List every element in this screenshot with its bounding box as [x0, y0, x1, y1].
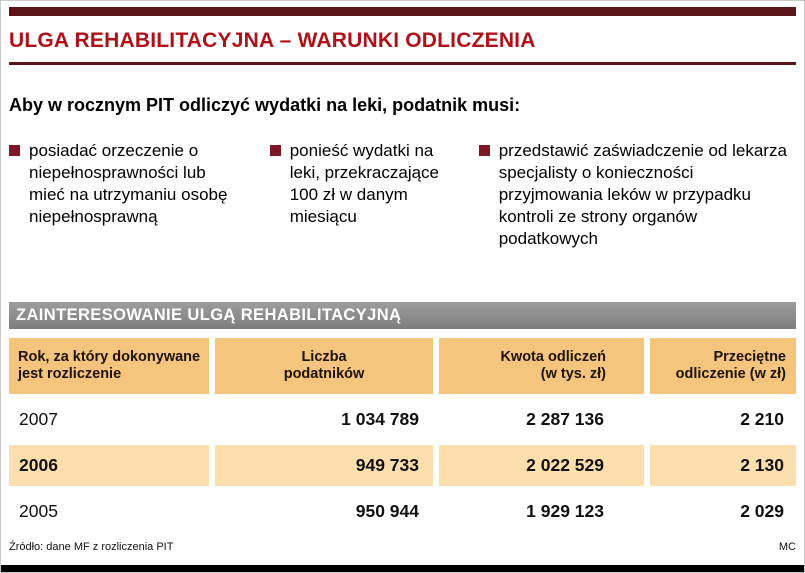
top-accent-bar — [9, 7, 796, 16]
column-header-average-deduction: Przeciętne odliczenie (w zł) — [650, 338, 796, 395]
intro-text: Aby w rocznym PIT odliczyć wydatki na le… — [9, 95, 521, 115]
column-header-year: Rok, za który dokonywane jest rozliczeni… — [9, 338, 209, 395]
taxpayers-cell: 949 733 — [215, 445, 433, 487]
bullet-text: przedstawić zaświadczenie od lekarza spe… — [498, 140, 787, 249]
average-deduction-cell: 2 210 — [650, 399, 796, 441]
bullet-square-icon — [478, 144, 490, 156]
section-header-banner: ZAINTERESOWANIE ULGĄ REHABILITACYJNĄ — [9, 302, 796, 330]
source-note: Źródło: dane MF z rozliczenia PIT — [9, 541, 174, 554]
data-table: Rok, za który dokonywane jest rozliczeni… — [9, 338, 796, 533]
bottom-accent-bar — [1, 565, 804, 572]
column-header-deductions-total: Kwota odliczeń (w tys. zł) — [439, 338, 644, 395]
deductions-total-cell: 1 929 123 — [439, 491, 644, 533]
author-credit: MC — [778, 541, 796, 554]
bullet-square-icon — [9, 144, 20, 156]
bullet-square-icon — [269, 144, 281, 156]
average-deduction-cell: 2 029 — [650, 491, 796, 533]
year-cell: 2005 — [9, 491, 209, 533]
title-rule — [9, 62, 796, 65]
year-cell: 2007 — [9, 399, 209, 441]
deductions-total-cell: 2 287 136 — [439, 399, 644, 441]
section-title: ZAINTERESOWANIE ULGĄ REHABILITACYJNĄ — [16, 306, 402, 325]
bullet-item: ponieść wydatki na leki, przekraczające … — [269, 140, 455, 250]
year-cell: 2006 — [9, 445, 209, 487]
bullet-text: posiadać orzeczenie o niepełnosprawności… — [29, 140, 228, 226]
column-header-taxpayers: Liczba podatników — [215, 338, 433, 395]
bullet-item: posiadać orzeczenie o niepełnosprawności… — [9, 140, 246, 250]
footer: Źródło: dane MF z rozliczenia PIT MC — [9, 541, 796, 553]
bullet-list: posiadać orzeczenie o niepełnosprawności… — [9, 140, 796, 250]
taxpayers-cell: 1 034 789 — [215, 399, 433, 441]
taxpayers-cell: 950 944 — [215, 491, 433, 533]
average-deduction-cell: 2 130 — [650, 445, 796, 487]
bullet-item: przedstawić zaświadczenie od lekarza spe… — [478, 140, 796, 250]
bullet-text: ponieść wydatki na leki, przekraczające … — [289, 140, 439, 226]
deductions-total-cell: 2 022 529 — [439, 445, 644, 487]
page-title: ULGA REHABILITACYJNA – WARUNKI ODLICZENI… — [9, 29, 536, 52]
